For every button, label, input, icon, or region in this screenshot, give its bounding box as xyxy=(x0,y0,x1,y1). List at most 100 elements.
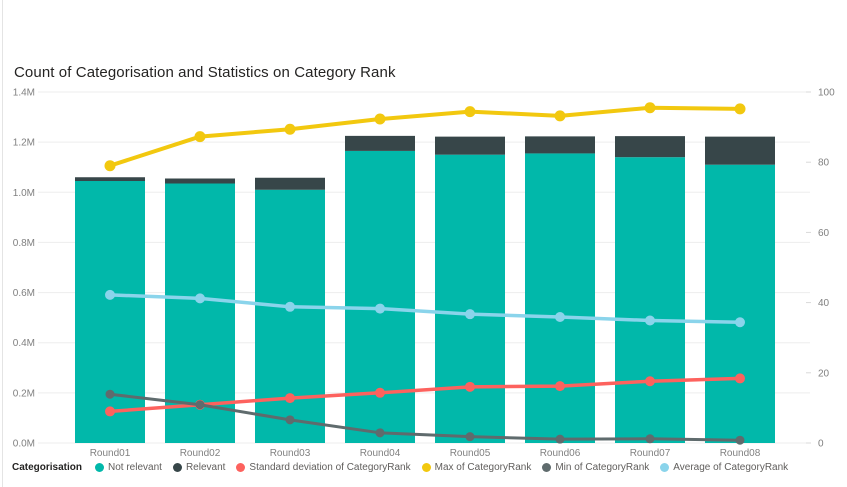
data-point-average-of-categoryrank[interactable] xyxy=(195,293,205,304)
bar-segment-relevant[interactable] xyxy=(165,178,235,184)
legend-item-label: Standard deviation of CategoryRank xyxy=(249,462,411,473)
legend-item-label: Max of CategoryRank xyxy=(434,462,532,473)
legend-item-not-relevant[interactable]: Not relevant xyxy=(95,462,162,473)
series-line-max-of-categoryrank xyxy=(108,105,742,168)
bar-segment-relevant[interactable] xyxy=(525,136,595,154)
bar-segment-relevant[interactable] xyxy=(705,136,775,165)
legend-item-relevant[interactable]: Relevant xyxy=(172,462,226,473)
data-point-min-of-categoryrank[interactable] xyxy=(285,415,295,425)
legend-item-min-of-categoryrank[interactable]: Min of CategoryRank xyxy=(542,462,649,473)
data-point-average-of-categoryrank[interactable] xyxy=(105,289,115,300)
data-point-min-of-categoryrank[interactable] xyxy=(645,434,655,444)
data-point-min-of-categoryrank[interactable] xyxy=(375,428,385,438)
data-point-standard-deviation-of-categoryrank[interactable] xyxy=(465,381,475,392)
data-point-min-of-categoryrank[interactable] xyxy=(555,434,565,444)
left-axis-tick-label: 0.6M xyxy=(13,288,35,299)
data-point-min-of-categoryrank[interactable] xyxy=(195,400,205,410)
data-point-standard-deviation-of-categoryrank[interactable] xyxy=(735,373,745,384)
right-axis-tick-label: 0 xyxy=(818,439,824,450)
data-point-min-of-categoryrank[interactable] xyxy=(465,432,475,442)
data-point-min-of-categoryrank[interactable] xyxy=(735,435,745,445)
series-line-min-of-categoryrank xyxy=(108,392,742,442)
legend-item-label: Min of CategoryRank xyxy=(555,462,650,473)
legend-title: Categorisation xyxy=(12,462,83,473)
x-axis-label: Round02 xyxy=(180,448,221,459)
left-axis-tick-label: 1.2M xyxy=(13,138,35,149)
data-point-max-of-categoryrank[interactable] xyxy=(284,123,296,135)
data-point-standard-deviation-of-categoryrank[interactable] xyxy=(105,406,115,417)
left-axis-tick-label: 0.2M xyxy=(13,388,35,399)
x-axis-label: Round04 xyxy=(360,448,401,459)
legend-item-max-of-categoryrank[interactable]: Max of CategoryRank xyxy=(421,462,532,473)
right-axis-tick-label: 40 xyxy=(818,298,830,309)
bar-segment-not-relevant[interactable] xyxy=(75,181,145,443)
right-axis: 0 20 40 60 80 100 xyxy=(806,88,835,450)
series-line-standard-deviation-of-categoryrank xyxy=(108,376,742,414)
right-axis-tick-label: 80 xyxy=(818,158,830,169)
data-point-average-of-categoryrank[interactable] xyxy=(285,301,295,312)
legend-dot-icon xyxy=(172,463,182,472)
data-point-average-of-categoryrank[interactable] xyxy=(465,309,475,320)
right-axis-tick-label: 20 xyxy=(818,368,830,379)
canvas-left-border xyxy=(2,0,3,487)
bar-segment-relevant[interactable] xyxy=(435,136,505,155)
x-axis-label: Round08 xyxy=(720,448,761,459)
x-axis-label: Round01 xyxy=(90,448,131,459)
data-point-standard-deviation-of-categoryrank[interactable] xyxy=(555,381,565,392)
x-axis-labels: Round01 Round02 Round03 Round04 Round05 Round… xyxy=(90,448,761,459)
data-point-max-of-categoryrank[interactable] xyxy=(734,103,746,115)
series-average-of-categoryrank xyxy=(105,289,745,328)
bar-segment-relevant[interactable] xyxy=(255,177,325,190)
x-axis-label: Round07 xyxy=(630,448,671,459)
data-point-standard-deviation-of-categoryrank[interactable] xyxy=(375,387,385,398)
series-line-average-of-categoryrank xyxy=(108,293,742,325)
bar-segment-relevant[interactable] xyxy=(615,136,685,158)
data-point-max-of-categoryrank[interactable] xyxy=(194,131,206,143)
legend-dot-icon xyxy=(95,463,105,472)
bar-segment-not-relevant[interactable] xyxy=(525,153,595,444)
data-point-min-of-categoryrank[interactable] xyxy=(105,389,115,399)
series-max-of-categoryrank xyxy=(104,102,746,172)
x-axis-label: Round06 xyxy=(540,448,581,459)
data-point-standard-deviation-of-categoryrank[interactable] xyxy=(645,376,655,387)
bar-segment-not-relevant[interactable] xyxy=(615,157,685,443)
data-point-max-of-categoryrank[interactable] xyxy=(464,106,476,118)
right-axis-tick-label: 60 xyxy=(818,228,830,239)
data-point-max-of-categoryrank[interactable] xyxy=(644,102,656,114)
data-point-average-of-categoryrank[interactable] xyxy=(555,311,565,322)
bar-segment-not-relevant[interactable] xyxy=(345,150,415,444)
bar-segment-not-relevant[interactable] xyxy=(435,154,505,443)
series-min-of-categoryrank xyxy=(105,389,745,445)
legend-item-label: Not relevant xyxy=(108,462,162,473)
legend-dot-icon xyxy=(542,463,552,472)
legend-item-label: Average of CategoryRank xyxy=(673,462,789,473)
legend-item-label: Relevant xyxy=(185,462,226,473)
data-point-average-of-categoryrank[interactable] xyxy=(375,303,385,314)
data-point-max-of-categoryrank[interactable] xyxy=(554,110,566,122)
data-point-average-of-categoryrank[interactable] xyxy=(735,317,745,328)
bar-segment-relevant[interactable] xyxy=(75,177,145,182)
data-point-max-of-categoryrank[interactable] xyxy=(374,113,386,125)
legend-items: Not relevant Relevant Standard deviation o… xyxy=(95,462,788,473)
legend-dot-icon xyxy=(236,463,246,472)
legend: Categorisation Not relevant Relevant Stand… xyxy=(12,462,788,473)
legend-item-average-of-categoryrank[interactable]: Average of CategoryRank xyxy=(660,462,788,473)
legend-dot-icon xyxy=(660,463,670,472)
left-axis-tick-label: 1.4M xyxy=(13,88,35,99)
legend-item-standard-deviation-of-categoryrank[interactable]: Standard deviation of CategoryRank xyxy=(236,462,411,473)
bar-segment-not-relevant[interactable] xyxy=(255,189,325,443)
left-axis-tick-label: 1.0M xyxy=(13,188,35,199)
data-point-max-of-categoryrank[interactable] xyxy=(104,160,116,172)
left-axis-tick-label: 0.8M xyxy=(13,238,35,249)
bar-segment-relevant[interactable] xyxy=(345,135,415,151)
data-point-average-of-categoryrank[interactable] xyxy=(645,315,655,326)
data-point-standard-deviation-of-categoryrank[interactable] xyxy=(285,393,295,404)
stacked-bars xyxy=(75,135,775,444)
right-axis-tick-label: 100 xyxy=(818,88,835,99)
left-axis-tick-label: 0.4M xyxy=(13,338,35,349)
chart-title: Count of Categorisation and Statistics o… xyxy=(14,64,396,81)
bar-segment-not-relevant[interactable] xyxy=(705,164,775,443)
x-axis-label: Round05 xyxy=(450,448,491,459)
